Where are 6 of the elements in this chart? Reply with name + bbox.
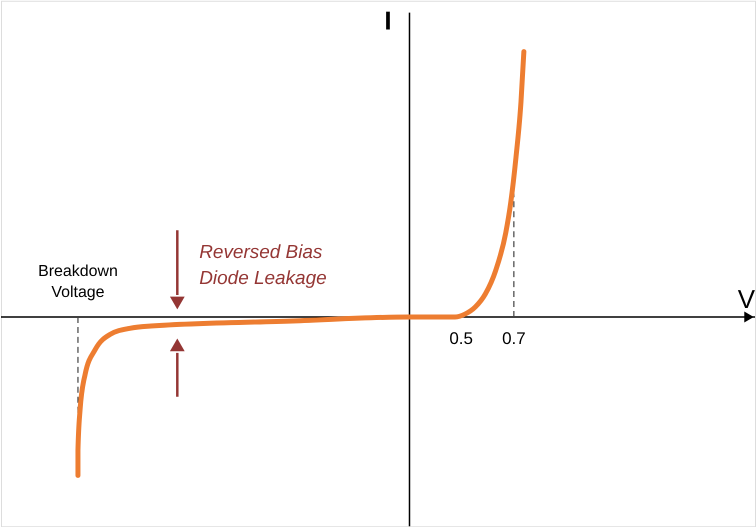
ref-line-label: Breakdown Voltage xyxy=(38,263,118,302)
x-axis-title: V xyxy=(738,286,756,314)
x-tick-label: 0.5 xyxy=(449,328,473,348)
y-axis-title: I xyxy=(384,8,392,36)
annotation: Reversed Bias Diode Leakage xyxy=(199,242,327,290)
x-tick-label: 0.7 xyxy=(502,328,526,348)
